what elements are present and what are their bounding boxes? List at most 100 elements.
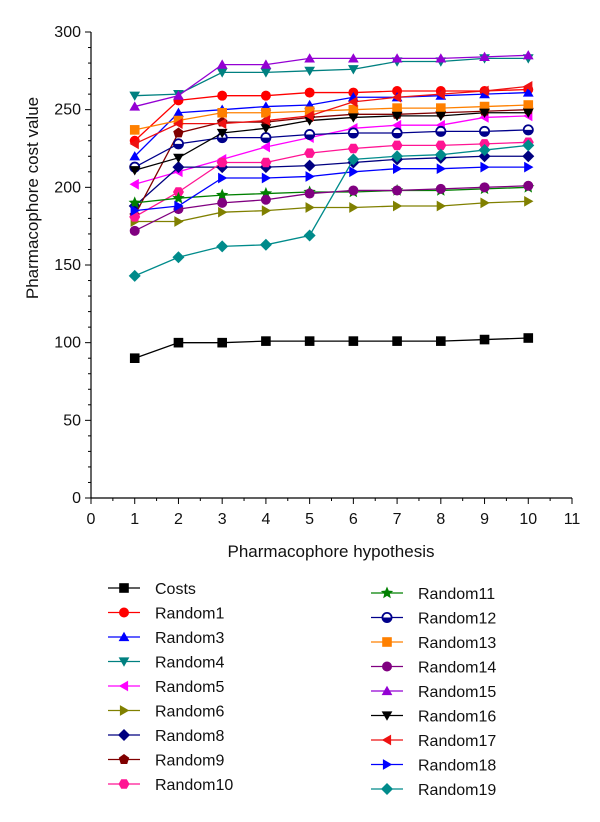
data-point-random10-7 — [391, 140, 403, 151]
legend-marker-costs — [119, 583, 129, 593]
data-point-random14-10 — [523, 180, 534, 191]
series-random8 — [128, 150, 535, 212]
data-point-random19-8 — [434, 148, 447, 161]
data-point-random11-1 — [128, 196, 141, 209]
legend-label-random19: Random19 — [418, 782, 496, 799]
data-point-random12-3-fill — [217, 137, 227, 143]
data-point-random17-3 — [216, 118, 227, 130]
legend-marker-random3 — [118, 631, 130, 642]
data-point-random16-3 — [216, 128, 228, 139]
data-point-random18-2 — [174, 200, 184, 212]
legend-marker-random4 — [118, 657, 130, 667]
data-point-random5-4 — [260, 141, 271, 153]
legend-label-random1: Random1 — [155, 606, 224, 623]
data-point-random19-4 — [259, 238, 272, 251]
data-point-random15-8 — [435, 53, 447, 63]
data-point-random17-5 — [304, 110, 314, 122]
y-axis-title: Pharmacophore cost value — [23, 97, 42, 299]
x-axis: 0 1 2 3 4 5 6 7 8 9 10 11 — [87, 498, 580, 528]
legend-marker-random10 — [118, 779, 130, 789]
legend-label-random10: Random10 — [155, 777, 233, 794]
data-point-random13-10 — [523, 100, 534, 110]
x-tick-label: 8 — [436, 511, 445, 528]
series-line-random5 — [134, 115, 529, 185]
x-tick-label: 1 — [130, 511, 139, 528]
series-line-random9 — [134, 109, 529, 216]
data-point-random3-1 — [129, 151, 141, 161]
y-tick-label: 300 — [54, 24, 81, 41]
data-point-random12-8-fill — [436, 131, 446, 137]
series-random15 — [129, 50, 534, 111]
y-tick-label: 50 — [63, 412, 81, 429]
series-line-random4 — [134, 57, 529, 97]
data-point-random6-6 — [349, 202, 359, 213]
data-point-random15-3 — [216, 59, 228, 69]
legend-item-random11: Random11 — [371, 586, 495, 603]
legend-item-random14: Random14 — [371, 660, 496, 677]
series-random17 — [129, 81, 533, 150]
legend-marker-random16 — [381, 711, 393, 721]
series-line-random17 — [134, 85, 529, 145]
data-point-costs-7 — [392, 336, 402, 346]
data-point-random16-4 — [260, 124, 272, 134]
data-point-random10-9 — [479, 139, 491, 149]
data-point-costs-10 — [523, 333, 534, 343]
x-tick-label: 9 — [480, 511, 489, 528]
data-point-random11-2 — [172, 191, 185, 204]
data-point-costs-4 — [261, 336, 271, 346]
data-point-random19-10 — [522, 139, 535, 152]
y-tick-label: 150 — [54, 257, 81, 274]
data-point-random18-4 — [261, 172, 272, 184]
data-point-random15-2 — [173, 90, 184, 100]
data-point-random16-7 — [391, 111, 403, 122]
data-point-random15-7 — [391, 53, 403, 63]
legend-marker-random12 — [381, 612, 393, 624]
data-point-random8-10 — [522, 150, 535, 163]
data-point-random13-1 — [129, 125, 140, 135]
legend-marker-random1 — [119, 607, 129, 618]
legend-item-random9: Random9 — [108, 753, 224, 770]
data-point-costs-9 — [479, 334, 490, 345]
legend-item-random1: Random1 — [108, 606, 224, 623]
data-point-random9-2 — [173, 127, 184, 138]
data-point-random17-1 — [129, 138, 139, 150]
data-point-random10-3 — [216, 157, 228, 168]
legend-marker-random5 — [118, 680, 129, 692]
data-point-random16-2 — [173, 153, 184, 164]
data-point-random19-2 — [172, 251, 185, 264]
data-point-costs-1 — [129, 353, 140, 363]
legend-label-random18: Random18 — [418, 758, 496, 775]
data-point-random13-9 — [479, 101, 490, 112]
legend-label-random8: Random8 — [155, 728, 224, 745]
data-point-random16-8 — [435, 111, 447, 122]
series-line-random6 — [134, 200, 529, 223]
series-random6 — [130, 195, 534, 227]
series-random14 — [129, 180, 534, 236]
data-point-costs-5 — [304, 336, 315, 346]
data-point-random14-4 — [260, 194, 271, 205]
data-point-random12-4-fill — [261, 137, 271, 143]
data-point-random10-5 — [304, 148, 316, 158]
series-line-random3 — [134, 91, 529, 157]
y-tick-label: 250 — [54, 102, 81, 119]
series-random16 — [129, 108, 534, 176]
data-point-random17-8 — [435, 88, 445, 100]
legend-item-random6: Random6 — [108, 704, 224, 721]
legend-label-random9: Random9 — [155, 753, 224, 770]
data-point-random13-4 — [261, 107, 271, 118]
data-point-random16-6 — [347, 113, 359, 123]
data-point-random13-6 — [348, 104, 359, 115]
legend-label-random11: Random11 — [418, 586, 495, 603]
series-costs — [129, 333, 534, 363]
series-line-random14 — [134, 185, 529, 232]
x-tick-label: 5 — [305, 511, 314, 528]
data-point-random3-2 — [173, 107, 184, 117]
legend-label-random3: Random3 — [155, 630, 224, 647]
data-point-random6-8 — [436, 200, 447, 212]
data-point-random19-1 — [128, 269, 141, 282]
data-point-random4-5 — [304, 66, 316, 77]
data-point-random4-1 — [129, 91, 141, 101]
x-tick-label: 6 — [349, 511, 358, 528]
data-point-random12-9-fill — [479, 131, 490, 137]
series-line-costs — [134, 337, 529, 359]
